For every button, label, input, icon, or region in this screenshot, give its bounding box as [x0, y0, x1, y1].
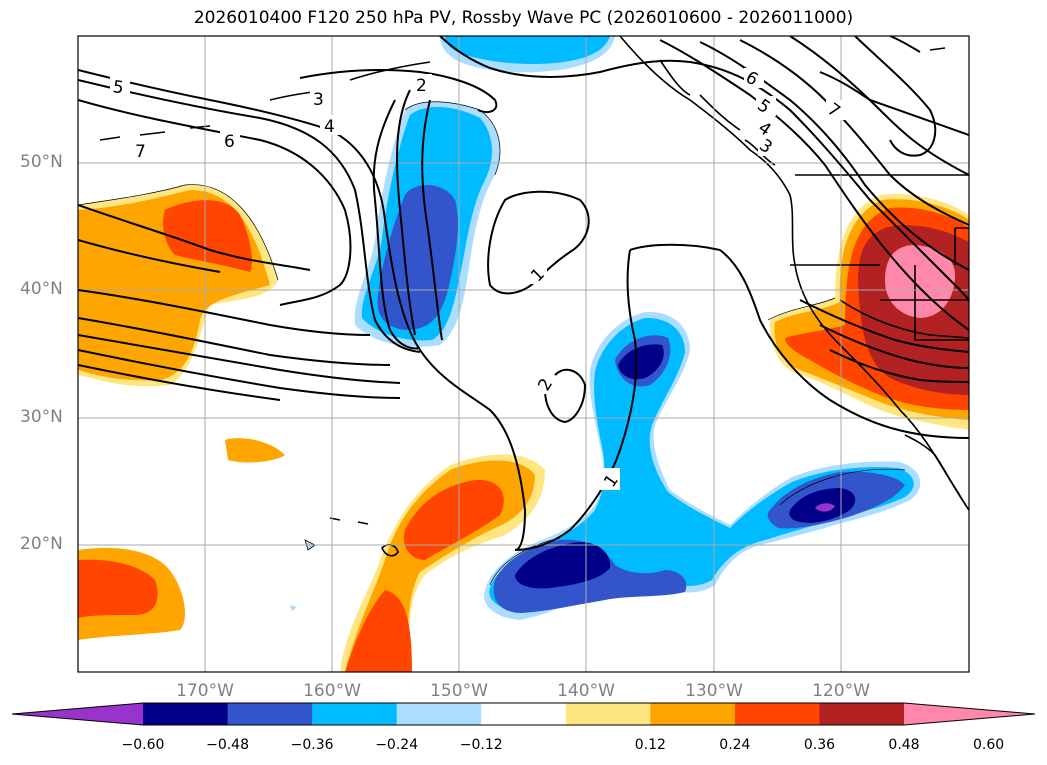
- lon-label-140w: 140°W: [557, 681, 615, 701]
- colorbar-tick-label: −0.12: [459, 737, 503, 753]
- graticule: [78, 36, 969, 672]
- colorbar-segment: [396, 703, 482, 725]
- colorbar-segment: [143, 703, 229, 725]
- colorbar-tick-label: 0.24: [719, 737, 751, 753]
- lon-label-120w: 120°W: [812, 681, 870, 701]
- colorbar-segment: [819, 703, 905, 725]
- lat-label-30n: 30°N: [20, 407, 63, 427]
- map-frame: [77, 35, 970, 673]
- colorbar-segment: [565, 703, 651, 725]
- pv-map: 5 7 6 3 4 2 1 2 1 6 5 4 3 7: [77, 35, 970, 673]
- lon-label-130w: 130°W: [685, 681, 743, 701]
- lon-label-170w: 170°W: [176, 681, 234, 701]
- contour-label: 3: [313, 90, 324, 110]
- shading-outlines: [78, 101, 906, 586]
- lon-label-160w: 160°W: [303, 681, 361, 701]
- lat-label-40n: 40°N: [20, 279, 63, 299]
- lat-label-20n: 20°N: [20, 534, 63, 554]
- colorbar-tick-label: 0.36: [803, 737, 836, 753]
- map-title: 2026010400 F120 250 hPa PV, Rossby Wave …: [193, 8, 854, 28]
- lon-label-150w: 150°W: [430, 681, 488, 701]
- colorbar-tick-label: 0.60: [972, 737, 1005, 753]
- colorbar-tick-label: −0.24: [375, 737, 419, 753]
- colorbar-segment: [734, 703, 820, 725]
- colorbar-segment: [227, 703, 313, 725]
- colorbar-tick-label: −0.60: [121, 737, 165, 753]
- contour-label: 5: [111, 77, 125, 98]
- colorbar-segment: [650, 703, 736, 725]
- colorbar-segment: [481, 703, 567, 725]
- colorbar-tick-label: 0.12: [634, 737, 666, 753]
- colorbar-outline: [11, 702, 1036, 726]
- contour-label: 6: [224, 132, 235, 152]
- contour-label: 7: [135, 142, 146, 162]
- contour-labels: 5 7 6 3 4 2 1 2 1 6 5 4 3 7: [110, 68, 846, 491]
- colorbar-extend-min: [12, 703, 143, 725]
- lat-label-50n: 50°N: [20, 152, 63, 172]
- colorbar-tick-label: −0.48: [206, 737, 249, 753]
- colorbar-tick-label: −0.36: [290, 737, 334, 753]
- colorbar-extend-max: [904, 703, 1035, 725]
- colorbar-tick-label: 0.48: [888, 737, 920, 753]
- contour-label: 2: [416, 76, 427, 96]
- contour-label: 4: [324, 117, 335, 137]
- colorbar-segment: [312, 703, 398, 725]
